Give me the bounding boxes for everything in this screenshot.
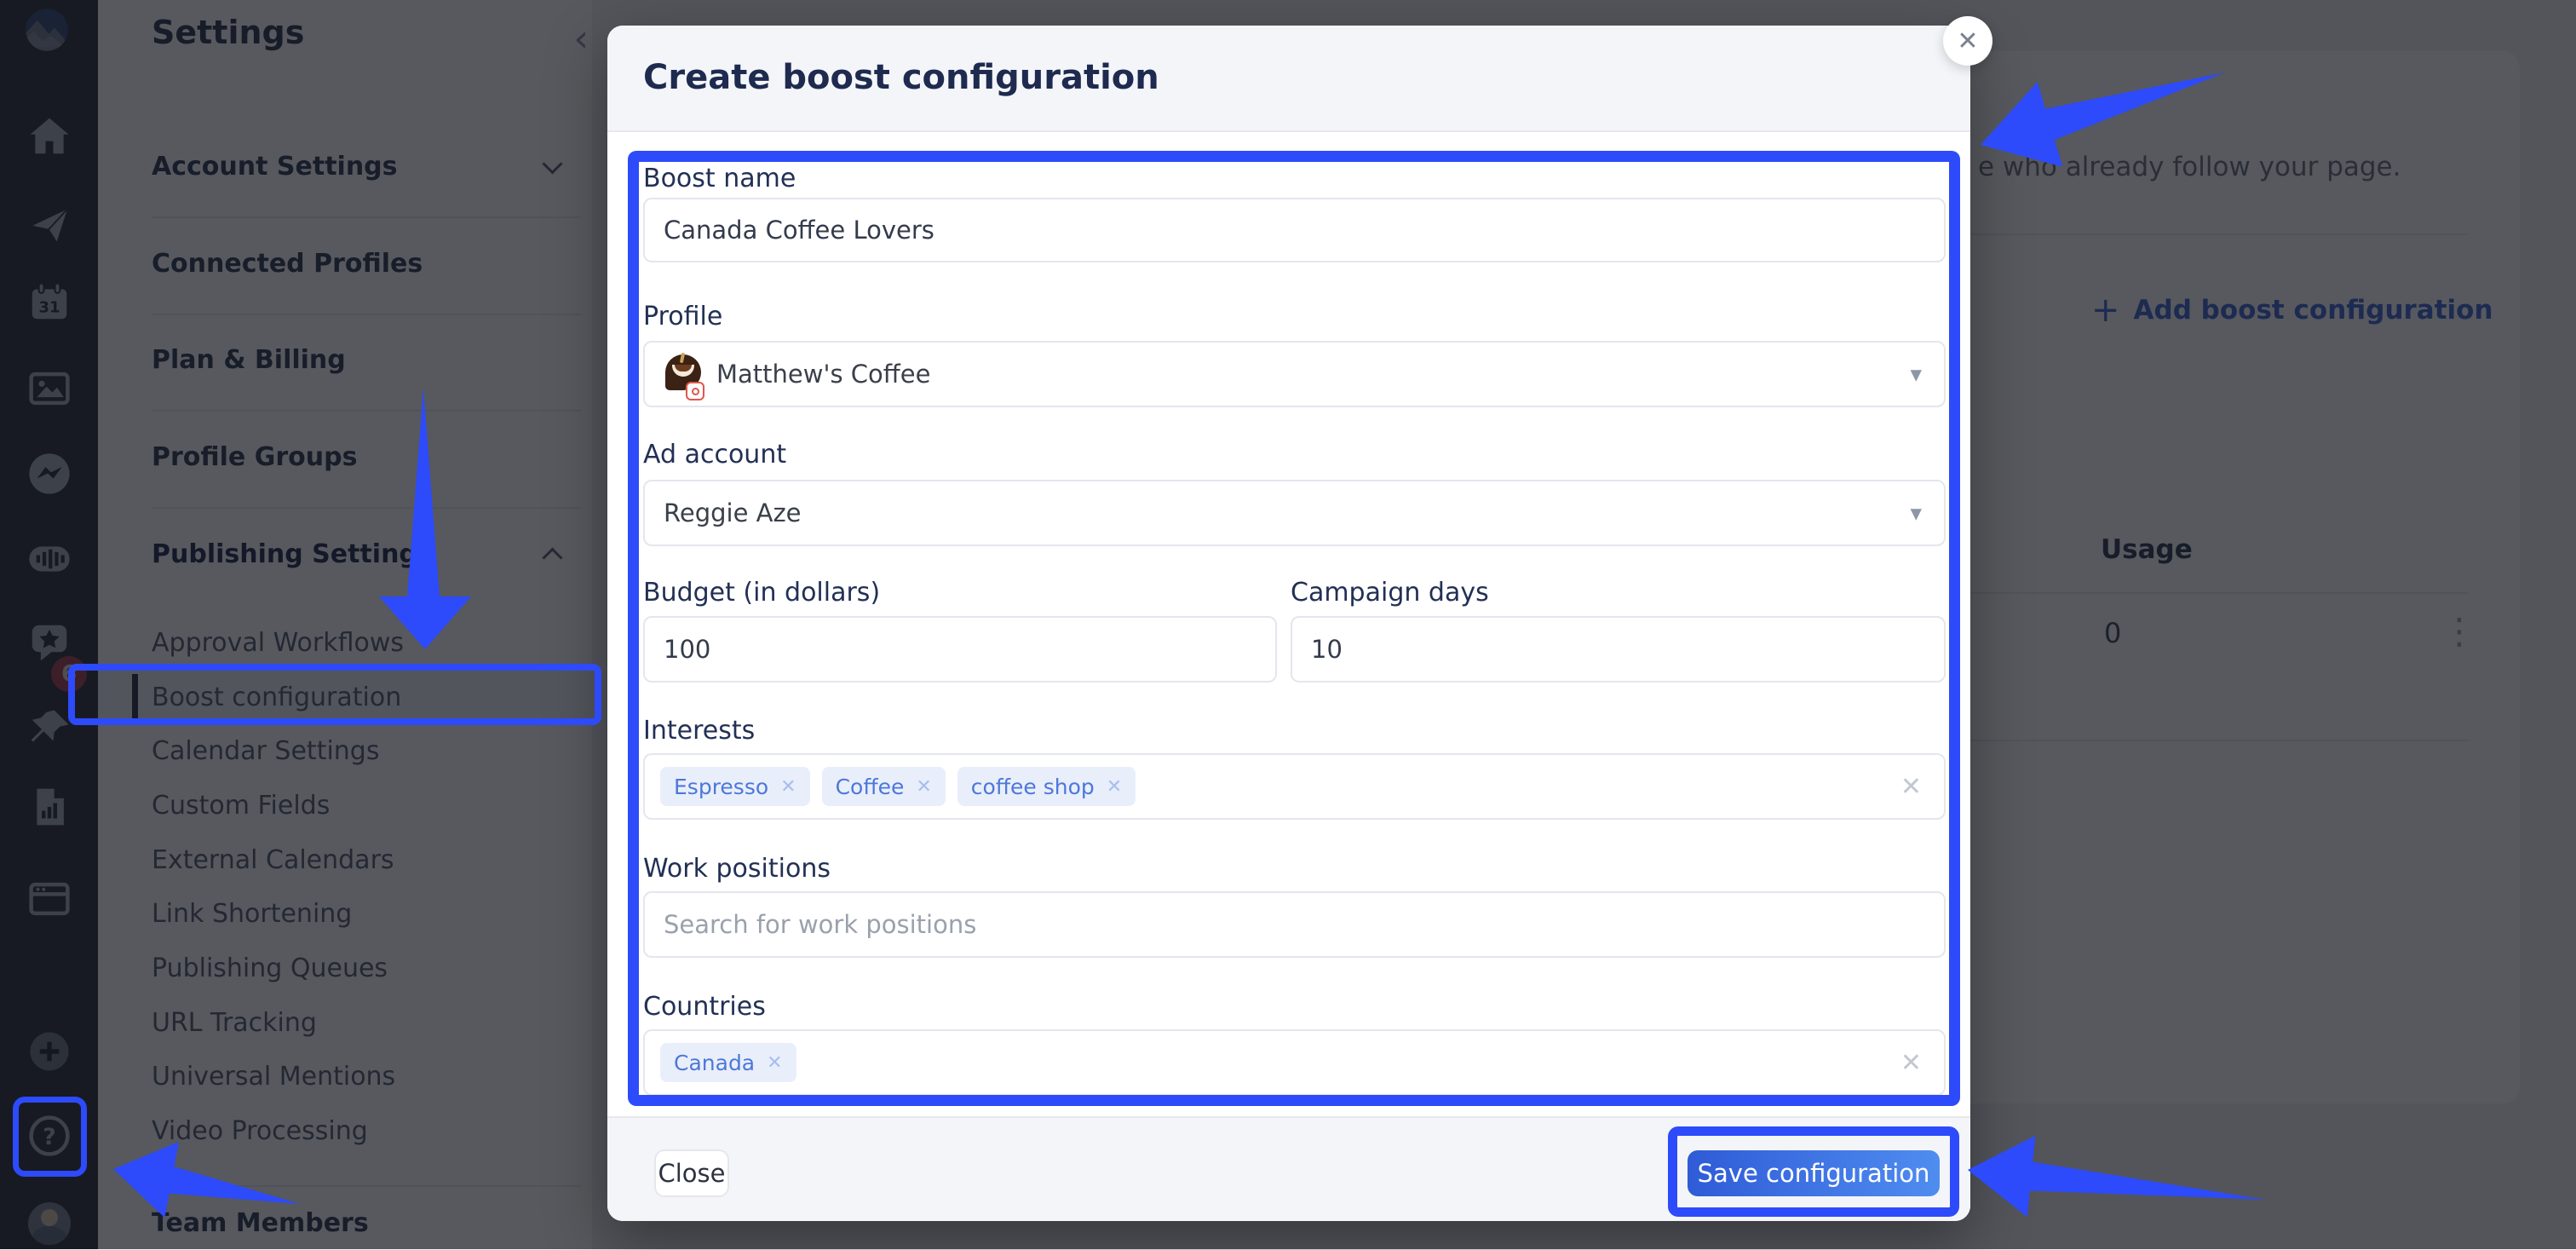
chevron-down-icon: ▾: [1910, 499, 1922, 527]
profile-select[interactable]: Matthew's Coffee ▾: [643, 341, 1946, 407]
ad-account-value: Reggie Aze: [664, 498, 802, 527]
remove-tag-icon[interactable]: ✕: [780, 775, 796, 798]
work-positions-label: Work positions: [643, 854, 831, 884]
boost-name-label: Boost name: [643, 164, 796, 193]
country-tag: Canada ✕: [660, 1043, 796, 1082]
ad-account-label: Ad account: [643, 440, 787, 469]
budget-label: Budget (in dollars): [643, 578, 881, 608]
modal-title: Create boost configuration: [643, 58, 1159, 97]
campaign-days-input[interactable]: [1291, 616, 1946, 683]
countries-field[interactable]: Canada ✕ ✕: [643, 1029, 1946, 1096]
interest-tag: Coffee ✕: [821, 767, 946, 806]
remove-tag-icon[interactable]: ✕: [916, 775, 932, 798]
instagram-badge-icon: [686, 382, 704, 400]
close-icon[interactable]: ✕: [1943, 16, 1992, 66]
modal-header: Create boost configuration: [607, 26, 1970, 132]
countries-label: Countries: [643, 992, 766, 1022]
create-boost-configuration-modal: Create boost configuration ✕ Boost name …: [607, 16, 1992, 1221]
budget-input[interactable]: [643, 616, 1277, 683]
clear-field-icon[interactable]: ✕: [1900, 771, 1922, 802]
profile-label: Profile: [643, 302, 723, 331]
clear-field-icon[interactable]: ✕: [1900, 1047, 1922, 1078]
modal-footer: Close Save configuration: [607, 1116, 1970, 1221]
remove-tag-icon[interactable]: ✕: [767, 1051, 783, 1074]
ad-account-select[interactable]: Reggie Aze ▾: [643, 480, 1946, 546]
boost-name-input[interactable]: [643, 198, 1946, 262]
interests-field[interactable]: Espresso ✕ Coffee ✕ coffee shop ✕ ✕: [643, 753, 1946, 820]
work-positions-input[interactable]: [643, 891, 1946, 958]
profile-avatar: [664, 352, 704, 400]
campaign-days-label: Campaign days: [1291, 578, 1489, 608]
close-button[interactable]: Close: [654, 1149, 729, 1197]
remove-tag-icon[interactable]: ✕: [1106, 775, 1123, 798]
interests-label: Interests: [643, 716, 756, 746]
save-configuration-button[interactable]: Save configuration: [1688, 1150, 1940, 1196]
chevron-down-icon: ▾: [1910, 360, 1922, 388]
interest-tag: Espresso ✕: [660, 767, 810, 806]
interest-tag: coffee shop ✕: [957, 767, 1136, 806]
profile-value: Matthew's Coffee: [716, 360, 931, 389]
